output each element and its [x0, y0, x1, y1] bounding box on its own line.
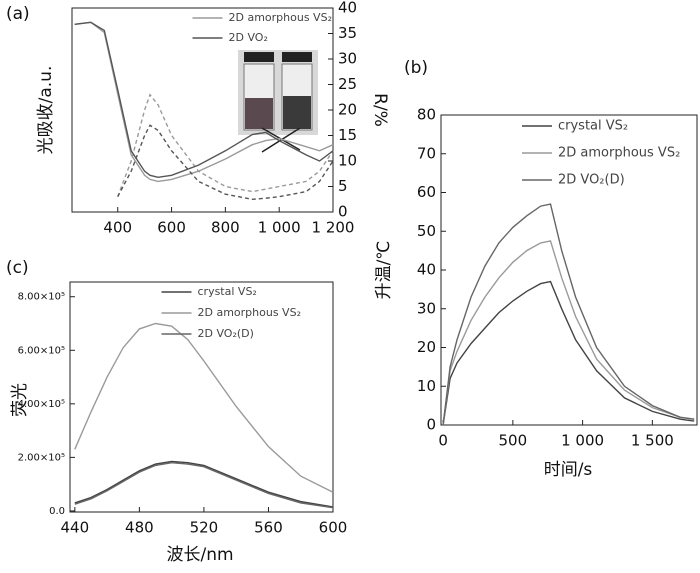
- legend-label: 2D VO₂(D): [198, 327, 254, 340]
- y-tick-label: 50: [417, 222, 436, 240]
- data-line: [442, 203, 695, 426]
- y-tick-label: 10: [417, 377, 436, 395]
- y-axis-label: 升温/℃: [374, 241, 394, 300]
- x-tick-label: 1 000: [258, 219, 301, 237]
- x-tick-label: 600: [319, 519, 348, 537]
- data-line: [117, 93, 334, 197]
- y2-tick-label: 0: [338, 203, 348, 221]
- data-line: [74, 322, 334, 493]
- y-tick-label: 0.0: [49, 506, 65, 517]
- vial-cap: [282, 52, 312, 62]
- y2-tick-label: 40: [338, 0, 357, 17]
- plot-frame: [69, 281, 334, 513]
- arrow: [261, 127, 301, 153]
- data-line: [442, 240, 695, 426]
- y-axis-label: 荧光: [10, 383, 30, 417]
- y-tick-label: 8.00×10⁵: [18, 292, 65, 303]
- data-line: [74, 460, 334, 508]
- y-tick-label: 60: [417, 183, 436, 201]
- y2-tick-label: 35: [338, 24, 357, 42]
- legend-label: 2D VO₂(D): [558, 173, 625, 188]
- vial-inset: [238, 50, 318, 153]
- x-tick-label: 1 500: [631, 432, 674, 450]
- data-line: [117, 124, 334, 201]
- y-tick-label: 0: [426, 416, 436, 434]
- data-line: [74, 461, 334, 509]
- y-tick-label: 70: [417, 144, 436, 162]
- x-tick-label: 400: [103, 219, 132, 237]
- x-axis-label: 时间/s: [544, 460, 593, 480]
- y2-tick-label: 10: [338, 152, 357, 170]
- legend-label: 2D amorphous VS₂: [229, 11, 332, 24]
- x-tick-label: 600: [157, 219, 186, 237]
- x-tick-label: 0: [438, 432, 448, 450]
- y-tick-label: 6.00×10⁵: [18, 345, 65, 356]
- legend-label: 2D amorphous VS₂: [198, 306, 301, 319]
- y2-axis-label: R/%: [370, 93, 390, 127]
- x-tick-label: 520: [190, 519, 219, 537]
- legend-label: crystal VS₂: [558, 119, 628, 134]
- y2-tick-label: 20: [338, 101, 357, 119]
- panel-label: (b): [404, 58, 428, 78]
- y-tick-label: 4.00×10⁵: [18, 399, 65, 410]
- x-tick-label: 800: [211, 219, 240, 237]
- data-line: [74, 21, 334, 183]
- plot-frame: [440, 114, 698, 426]
- y-tick-label: 2.00×10⁵: [18, 452, 65, 463]
- panel-label: (a): [6, 4, 30, 24]
- panel-label: (c): [6, 258, 29, 278]
- vial-cap: [244, 52, 274, 62]
- data-line: [74, 21, 334, 179]
- y-tick-label: 80: [417, 106, 436, 124]
- y-axis-label: 光吸收/a.u.: [36, 66, 56, 155]
- legend-label: 2D VO₂: [229, 31, 268, 44]
- y2-tick-label: 5: [338, 177, 348, 195]
- x-axis-label: 波长/nm: [166, 545, 233, 565]
- vial-liquid: [283, 96, 311, 129]
- x-tick-label: 1 200: [312, 219, 355, 237]
- y2-tick-label: 15: [338, 126, 357, 144]
- y-tick-label: 30: [417, 299, 436, 317]
- data-line: [442, 280, 695, 426]
- x-tick-label: 1 000: [561, 432, 604, 450]
- y-tick-label: 40: [417, 261, 436, 279]
- legend-label: 2D amorphous VS₂: [558, 146, 680, 161]
- x-tick-label: 480: [125, 519, 154, 537]
- y2-tick-label: 30: [338, 50, 357, 68]
- x-tick-label: 560: [254, 519, 283, 537]
- y2-tick-label: 25: [338, 75, 357, 93]
- x-tick-label: 440: [61, 519, 90, 537]
- vial-liquid: [245, 98, 273, 129]
- x-tick-label: 500: [499, 432, 528, 450]
- legend-label: crystal VS₂: [198, 285, 257, 298]
- y-tick-label: 20: [417, 338, 436, 356]
